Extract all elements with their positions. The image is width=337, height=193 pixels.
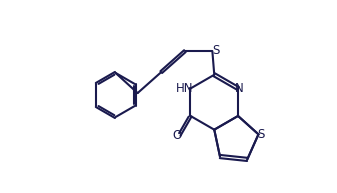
Text: S: S bbox=[257, 128, 265, 141]
Text: O: O bbox=[173, 129, 182, 142]
Text: S: S bbox=[213, 44, 220, 57]
Text: N: N bbox=[235, 82, 244, 95]
Text: HN: HN bbox=[176, 82, 193, 95]
